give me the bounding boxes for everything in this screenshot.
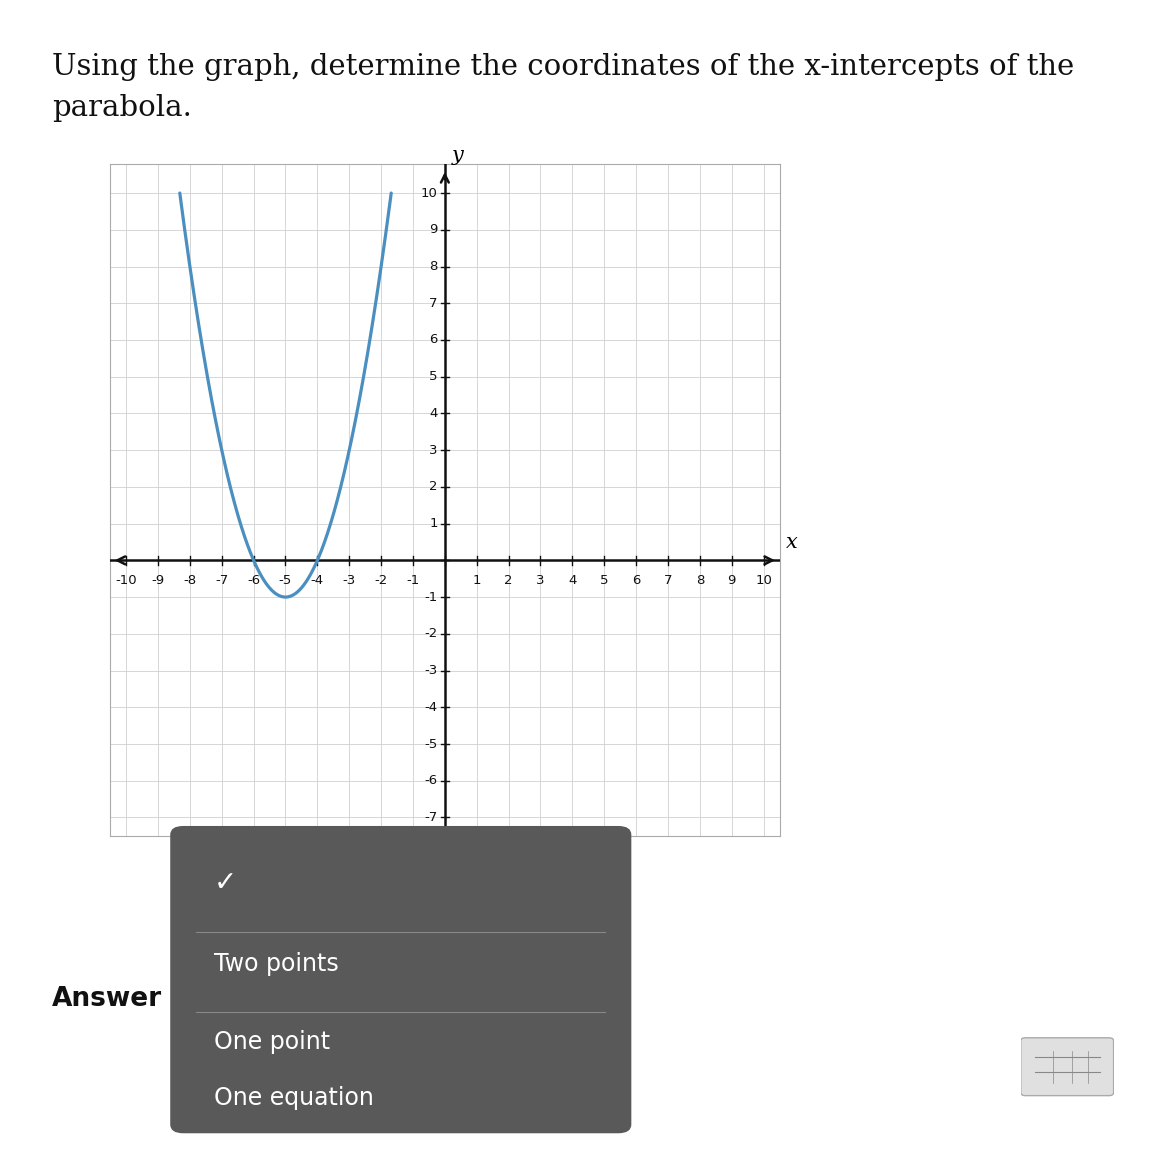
Text: -2: -2 [375,574,387,587]
Text: 1: 1 [429,517,437,530]
Text: -3: -3 [342,574,356,587]
Text: -6: -6 [247,574,260,587]
Text: 2: 2 [429,480,437,493]
Text: One equation: One equation [213,1086,374,1111]
Text: -7: -7 [215,574,229,587]
Text: -8: -8 [183,574,196,587]
Text: -1: -1 [406,574,420,587]
Text: ✓: ✓ [213,870,237,898]
Text: -3: -3 [425,664,437,677]
Text: 6: 6 [632,574,640,587]
Text: Answer: Answer [52,987,162,1012]
Text: 4: 4 [568,574,577,587]
Text: Two points: Two points [213,952,339,976]
Text: parabola.: parabola. [52,94,193,122]
Text: Using the graph, determine the coordinates of the x-intercepts of the: Using the graph, determine the coordinat… [52,53,1074,81]
Text: A: A [183,988,200,1011]
Text: 2: 2 [505,574,513,587]
FancyBboxPatch shape [1021,1038,1114,1095]
Text: -9: -9 [152,574,165,587]
Text: 7: 7 [429,297,437,310]
Text: 9: 9 [727,574,735,587]
Text: -5: -5 [425,738,437,750]
Text: 9: 9 [429,223,437,236]
Text: -6: -6 [425,774,437,787]
Text: 6: 6 [429,333,437,346]
Text: -4: -4 [311,574,324,587]
Text: 8: 8 [429,260,437,274]
Text: -2: -2 [425,628,437,641]
Text: 5: 5 [429,371,437,383]
Text: -5: -5 [278,574,292,587]
FancyBboxPatch shape [171,826,631,1133]
Text: -1: -1 [425,590,437,603]
Text: 5: 5 [600,574,609,587]
Text: y: y [452,146,464,166]
Text: 3: 3 [536,574,545,587]
Text: 10: 10 [421,187,437,200]
Text: 1: 1 [472,574,481,587]
Text: 3: 3 [429,444,437,457]
Text: 4: 4 [429,407,437,420]
Text: -7: -7 [425,811,437,824]
Text: x: x [785,533,798,552]
Text: One point: One point [213,1030,329,1054]
Text: 10: 10 [755,574,773,587]
Text: 8: 8 [696,574,704,587]
Text: -10: -10 [115,574,137,587]
Text: 7: 7 [664,574,672,587]
Text: -4: -4 [425,700,437,714]
